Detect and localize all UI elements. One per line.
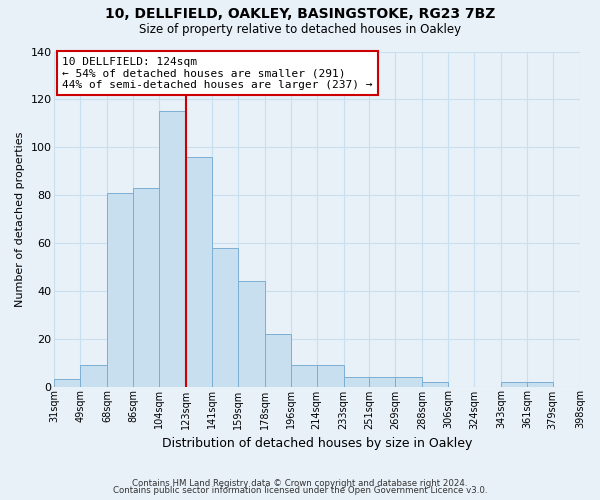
- Y-axis label: Number of detached properties: Number of detached properties: [15, 132, 25, 306]
- Bar: [55, 380, 80, 386]
- Bar: [527, 382, 553, 386]
- Text: Contains public sector information licensed under the Open Government Licence v3: Contains public sector information licen…: [113, 486, 487, 495]
- Bar: [501, 382, 527, 386]
- Text: Contains HM Land Registry data © Crown copyright and database right 2024.: Contains HM Land Registry data © Crown c…: [132, 478, 468, 488]
- Bar: [265, 334, 291, 386]
- Bar: [238, 281, 265, 386]
- Bar: [580, 384, 600, 386]
- Bar: [80, 365, 107, 386]
- Text: 10 DELLFIELD: 124sqm
← 54% of detached houses are smaller (291)
44% of semi-deta: 10 DELLFIELD: 124sqm ← 54% of detached h…: [62, 56, 373, 90]
- Bar: [186, 157, 212, 386]
- Bar: [317, 365, 344, 386]
- Bar: [107, 192, 133, 386]
- X-axis label: Distribution of detached houses by size in Oakley: Distribution of detached houses by size …: [162, 437, 472, 450]
- Text: 10, DELLFIELD, OAKLEY, BASINGSTOKE, RG23 7BZ: 10, DELLFIELD, OAKLEY, BASINGSTOKE, RG23…: [105, 8, 495, 22]
- Text: Size of property relative to detached houses in Oakley: Size of property relative to detached ho…: [139, 22, 461, 36]
- Bar: [422, 382, 448, 386]
- Bar: [344, 377, 370, 386]
- Bar: [370, 377, 395, 386]
- Bar: [395, 377, 422, 386]
- Bar: [159, 112, 186, 386]
- Bar: [133, 188, 159, 386]
- Bar: [291, 365, 317, 386]
- Bar: [212, 248, 238, 386]
